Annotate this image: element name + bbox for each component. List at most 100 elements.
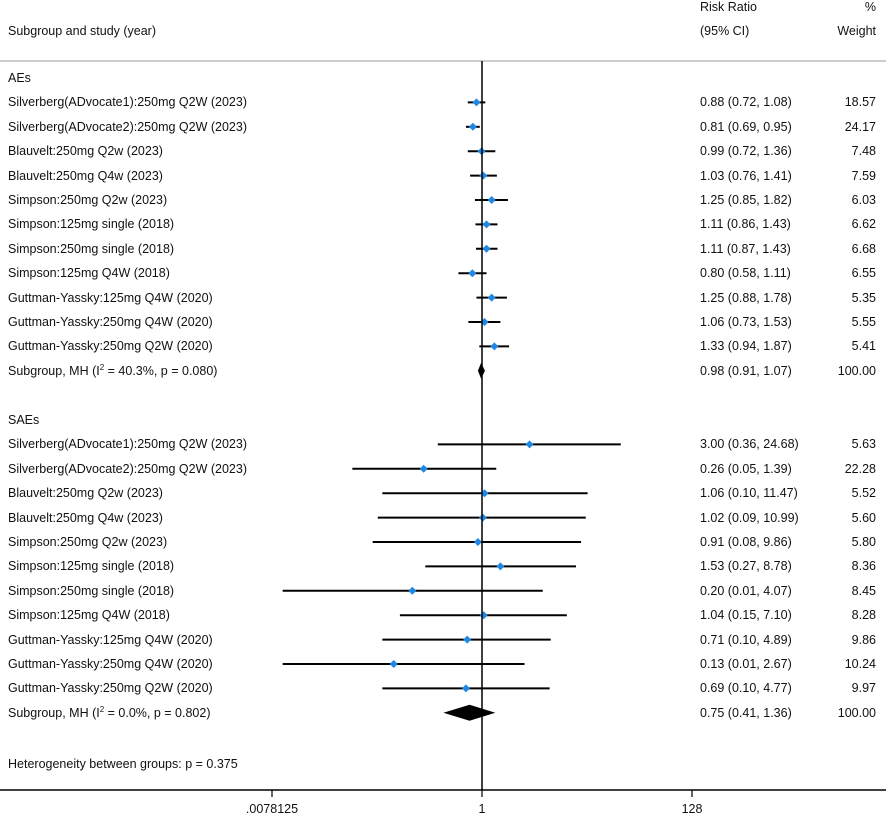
study-point-estimate	[468, 122, 477, 131]
study-risk-ratio-ci: 0.26 (0.05, 1.39)	[700, 461, 792, 476]
study-label: Simpson:125mg single (2018)	[8, 559, 175, 574]
study-weight: 6.55	[851, 266, 876, 281]
study-risk-ratio-ci: 3.00 (0.36, 24.68)	[700, 437, 799, 452]
study-point-estimate	[525, 440, 534, 449]
pooled-label-prefix: Subgroup, MH (I	[8, 705, 100, 720]
header-risk-ratio: Risk Ratio	[700, 0, 757, 14]
heterogeneity-note: Heterogeneity between groups: p = 0.375	[8, 757, 238, 771]
study-risk-ratio-ci: 0.80 (0.58, 1.11)	[700, 266, 791, 281]
study-label: Simpson:250mg single (2018)	[8, 583, 175, 598]
header-study: Subgroup and study (year)	[8, 24, 157, 38]
study-weight: 5.41	[851, 339, 876, 354]
study-label: Blauvelt:250mg Q2w (2023)	[8, 144, 163, 159]
study-weight: 6.68	[851, 241, 876, 256]
study-risk-ratio-ci: 1.11 (0.87, 1.43)	[700, 241, 791, 256]
x-axis-tick-label: .0078125	[245, 802, 299, 816]
header-weight: Weight	[837, 24, 876, 38]
study-weight: 5.52	[851, 486, 876, 501]
study-label: Blauvelt:250mg Q4w (2023)	[8, 168, 163, 183]
study-weight: 5.35	[851, 290, 876, 305]
study-point-estimate	[487, 293, 496, 302]
study-weight: 5.60	[851, 510, 876, 525]
study-risk-ratio-ci: 1.06 (0.10, 11.47)	[700, 486, 798, 501]
pooled-label: Subgroup, MH (I2 = 40.3%, p = 0.080)	[8, 362, 218, 378]
study-point-estimate	[472, 98, 481, 107]
study-risk-ratio-ci: 0.91 (0.08, 9.86)	[700, 535, 792, 549]
study-risk-ratio-ci: 1.03 (0.76, 1.41)	[700, 168, 792, 183]
study-point-estimate	[487, 196, 496, 204]
study-weight: 24.17	[844, 119, 876, 134]
study-label: Simpson:250mg Q2w (2023)	[8, 535, 168, 549]
study-weight: 8.28	[851, 608, 876, 623]
pooled-label-superscript: 2	[99, 704, 105, 714]
study-point-estimate	[482, 220, 491, 229]
pooled-label-prefix: Subgroup, MH (I	[8, 363, 100, 378]
study-risk-ratio-ci: 0.69 (0.10, 4.77)	[700, 681, 792, 696]
study-risk-ratio-ci: 1.25 (0.88, 1.78)	[700, 290, 792, 305]
study-risk-ratio-ci: 1.25 (0.85, 1.82)	[700, 193, 792, 207]
pooled-weight: 100.00	[837, 705, 876, 720]
study-weight: 7.59	[851, 168, 876, 183]
study-risk-ratio-ci: 1.11 (0.86, 1.43)	[700, 217, 791, 232]
study-risk-ratio-ci: 1.53 (0.27, 8.78)	[700, 559, 792, 574]
study-label: Guttman-Yassky:250mg Q4W (2020)	[8, 315, 213, 329]
study-weight: 9.86	[851, 632, 876, 647]
study-risk-ratio-ci: 1.06 (0.73, 1.53)	[700, 315, 792, 329]
study-point-estimate	[389, 660, 398, 668]
x-axis-tick-label: 128	[681, 802, 703, 816]
study-label: Silverberg(ADvocate1):250mg Q2W (2023)	[8, 95, 247, 110]
study-risk-ratio-ci: 1.04 (0.15, 7.10)	[700, 608, 792, 623]
study-risk-ratio-ci: 0.13 (0.01, 2.67)	[700, 657, 792, 671]
study-weight: 10.24	[844, 657, 876, 671]
study-risk-ratio-ci: 0.88 (0.72, 1.08)	[700, 95, 792, 110]
study-point-estimate	[496, 562, 505, 571]
pooled-label-superscript: 2	[99, 362, 105, 372]
study-weight: 8.45	[851, 583, 876, 598]
study-label: Silverberg(ADvocate2):250mg Q2W (2023)	[8, 461, 247, 476]
study-point-estimate	[479, 611, 488, 620]
study-weight: 6.03	[851, 193, 876, 207]
study-label: Simpson:125mg Q4W (2018)	[8, 266, 170, 281]
subgroup-title-aes: AEs	[8, 71, 31, 85]
study-weight: 9.97	[851, 681, 876, 696]
header-ci: (95% CI)	[700, 24, 750, 38]
study-point-estimate	[419, 464, 428, 473]
study-point-estimate	[461, 684, 470, 693]
study-point-estimate	[463, 635, 472, 644]
x-axis-tick-label: 1	[478, 802, 486, 816]
study-risk-ratio-ci: 0.71 (0.10, 4.89)	[700, 632, 792, 647]
study-weight: 5.55	[851, 315, 876, 329]
study-point-estimate	[490, 342, 499, 351]
study-risk-ratio-ci: 0.20 (0.01, 4.07)	[700, 583, 792, 598]
pooled-label: Subgroup, MH (I2 = 0.0%, p = 0.802)	[8, 704, 211, 720]
study-risk-ratio-ci: 0.99 (0.72, 1.36)	[700, 144, 792, 159]
pooled-label-suffix: = 0.0%, p = 0.802)	[104, 705, 211, 720]
study-weight: 7.48	[851, 144, 876, 159]
study-label: Simpson:125mg Q4W (2018)	[8, 608, 170, 623]
study-weight: 22.28	[844, 461, 876, 476]
study-weight: 8.36	[851, 559, 876, 574]
study-weight: 6.62	[851, 217, 876, 232]
study-label: Silverberg(ADvocate2):250mg Q2W (2023)	[8, 119, 247, 134]
study-weight: 18.57	[844, 95, 876, 110]
study-label: Guttman-Yassky:125mg Q4W (2020)	[8, 290, 213, 305]
study-label: Guttman-Yassky:250mg Q4W (2020)	[8, 657, 213, 671]
pooled-diamond	[443, 704, 496, 721]
study-weight: 5.80	[851, 535, 876, 549]
study-risk-ratio-ci: 0.81 (0.69, 0.95)	[700, 119, 792, 134]
study-label: Guttman-Yassky:125mg Q4W (2020)	[8, 632, 213, 647]
study-label: Blauvelt:250mg Q4w (2023)	[8, 510, 163, 525]
study-risk-ratio-ci: 1.02 (0.09, 10.99)	[700, 510, 799, 525]
study-point-estimate	[473, 538, 482, 546]
study-label: Guttman-Yassky:250mg Q2W (2020)	[8, 339, 213, 354]
study-label: Simpson:125mg single (2018)	[8, 217, 175, 232]
study-label: Simpson:250mg single (2018)	[8, 241, 175, 256]
pooled-label-suffix: = 40.3%, p = 0.080)	[104, 363, 218, 378]
study-label: Simpson:250mg Q2w (2023)	[8, 193, 168, 207]
header-percent: %	[864, 0, 876, 14]
study-point-estimate	[408, 586, 417, 595]
study-point-estimate	[478, 513, 487, 522]
pooled-risk-ratio-ci: 0.75 (0.41, 1.36)	[700, 705, 792, 720]
pooled-weight: 100.00	[837, 363, 876, 378]
study-label: Blauvelt:250mg Q2w (2023)	[8, 486, 163, 501]
